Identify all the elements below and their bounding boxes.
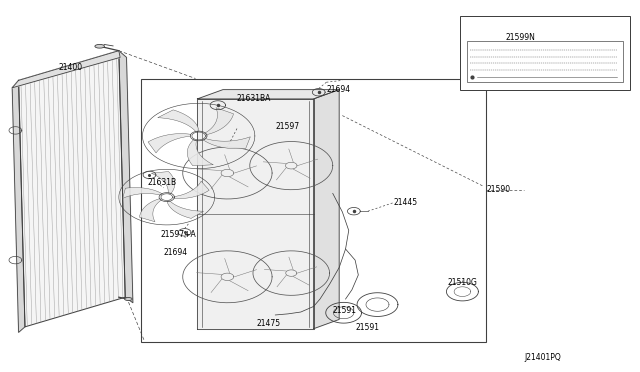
Bar — [467, 41, 623, 82]
Text: 21599N: 21599N — [505, 33, 535, 42]
Polygon shape — [173, 181, 209, 199]
Polygon shape — [197, 90, 339, 99]
Ellipse shape — [95, 44, 104, 48]
Text: 21631B: 21631B — [148, 178, 177, 187]
Polygon shape — [197, 99, 314, 329]
Bar — [141, 78, 486, 341]
Polygon shape — [123, 187, 163, 198]
Text: 21510G: 21510G — [448, 278, 477, 287]
Text: J21401PQ: J21401PQ — [524, 353, 561, 362]
Polygon shape — [188, 140, 213, 166]
Polygon shape — [314, 90, 339, 329]
Bar — [461, 16, 630, 90]
Polygon shape — [205, 108, 234, 135]
Polygon shape — [157, 110, 199, 131]
Text: 21475: 21475 — [256, 320, 280, 328]
Text: 21694: 21694 — [164, 248, 188, 257]
Text: 21597: 21597 — [275, 122, 300, 131]
Polygon shape — [12, 80, 25, 333]
Text: 21400: 21400 — [58, 63, 83, 72]
Text: 21591: 21591 — [355, 323, 379, 332]
Polygon shape — [19, 51, 125, 327]
Polygon shape — [119, 51, 133, 303]
Ellipse shape — [125, 298, 132, 301]
Text: 21597+A: 21597+A — [161, 230, 196, 239]
Text: 21590: 21590 — [486, 185, 510, 194]
Polygon shape — [204, 137, 250, 149]
Polygon shape — [151, 171, 175, 194]
Polygon shape — [140, 199, 161, 222]
Text: 21631BA: 21631BA — [237, 94, 271, 103]
Text: 21591: 21591 — [333, 306, 356, 315]
Polygon shape — [12, 51, 120, 88]
Polygon shape — [167, 201, 204, 218]
Polygon shape — [148, 134, 191, 153]
Text: 21694: 21694 — [326, 85, 351, 94]
Text: 21445: 21445 — [394, 198, 417, 207]
